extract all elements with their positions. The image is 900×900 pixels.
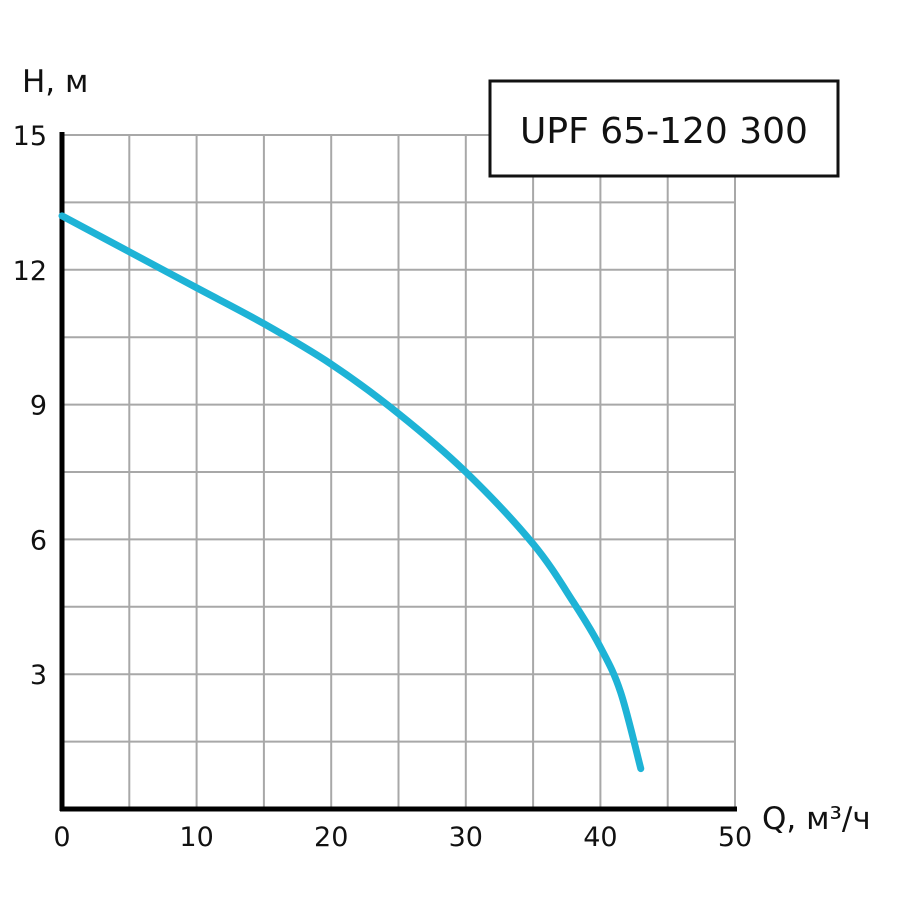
x-tick-label: 40	[583, 822, 617, 853]
chart-title: UPF 65-120 300	[520, 111, 808, 152]
x-tick-label: 30	[449, 822, 483, 853]
x-axis-label: Q, м³/ч	[762, 801, 871, 837]
series-line	[58, 212, 645, 773]
y-tick-label: 12	[13, 256, 47, 287]
y-tick-label: 9	[30, 391, 47, 422]
y-tick-label: 3	[30, 660, 47, 691]
chart-grid	[62, 134, 736, 809]
x-tick-label: 10	[179, 822, 213, 853]
x-tick-label: 50	[718, 822, 752, 853]
y-tick-label: 15	[13, 121, 47, 152]
chart-series	[58, 212, 645, 773]
x-tick-label: 20	[314, 822, 348, 853]
chart-axes	[59, 132, 737, 812]
chart-tick-labels: 0 10 20 30 40 50 15 12 9 6 3	[13, 121, 753, 853]
y-tick-label: 6	[30, 525, 47, 556]
x-tick-label: 0	[53, 822, 70, 853]
y-axis-label: H, м	[22, 64, 88, 100]
chart-title-box: UPF 65-120 300	[488, 79, 840, 178]
